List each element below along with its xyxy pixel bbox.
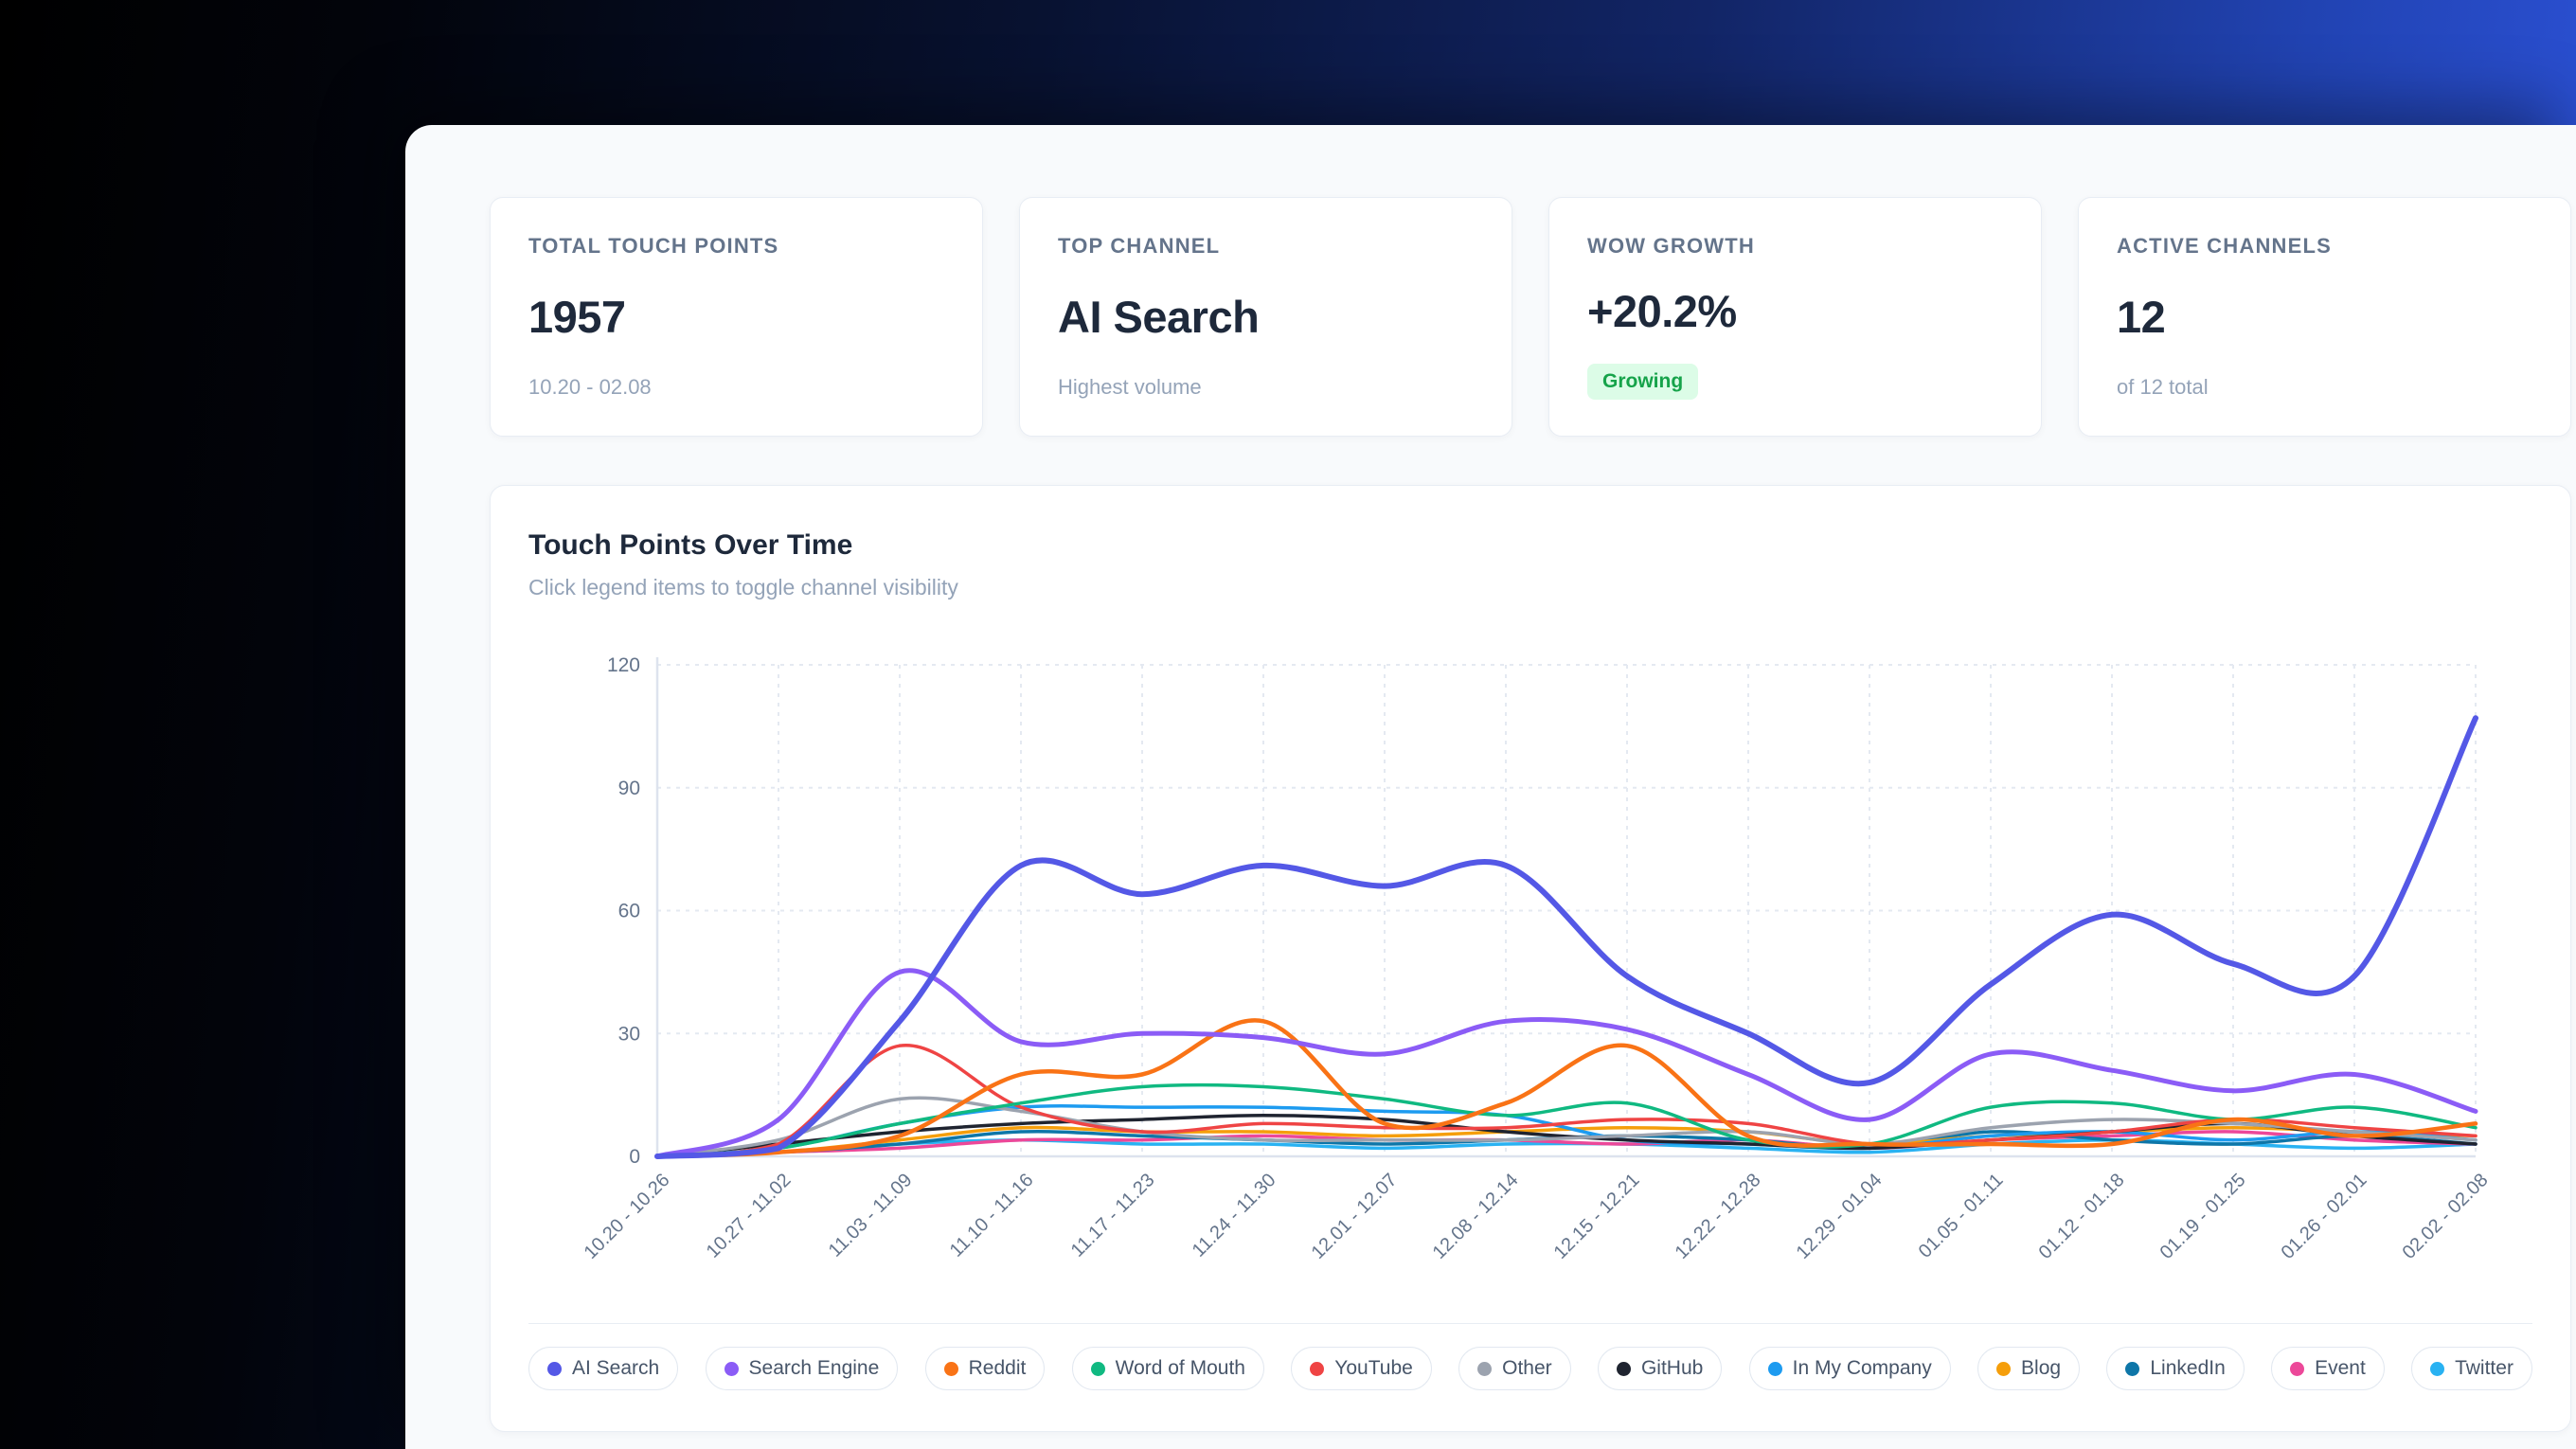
legend-label: Blog [2021,1357,2062,1379]
x-tick-label: 01.19 - 01.25 [2156,1170,2250,1263]
legend-dot [1090,1361,1105,1376]
stat-label: TOP CHANNEL [1058,234,1221,258]
legend-label: Twitter [2455,1357,2513,1379]
legend-dot [1616,1361,1631,1376]
x-tick-label: 11.10 - 11.16 [946,1170,1038,1261]
legend-label: GitHub [1640,1357,1704,1379]
stat-subtext: of 12 total [2117,375,2209,399]
y-tick-label: 0 [629,1146,640,1168]
legend-item-youtube[interactable]: YouTube [1291,1347,1432,1390]
legend-dot [1310,1361,1325,1376]
series-line-youtube [655,1044,2478,1158]
legend-dot [547,1361,562,1376]
x-tick-label: 01.05 - 01.11 [1915,1170,2008,1262]
y-tick-label: 30 [618,1023,640,1045]
stat-label: WOW GROWTH [1587,234,1755,258]
legend-label: Reddit [968,1357,1027,1379]
legend-dot [2430,1361,2445,1376]
legend-item-github[interactable]: GitHub [1597,1347,1723,1390]
stat-label: ACTIVE CHANNELS [2117,234,2333,258]
legend-label: In My Company [1792,1357,1932,1379]
stat-value: AI Search [1058,292,1260,342]
x-tick-label: 10.27 - 11.02 [703,1170,796,1262]
x-tick-label: 12.01 - 12.07 [1308,1170,1402,1263]
x-tick-label: 10.20 - 10.26 [581,1170,674,1263]
stat-card-wow-growth: WOW GROWTH +20.2% Growing [1548,197,2042,437]
legend-dot [1477,1361,1493,1376]
stat-value: 12 [2117,292,2166,342]
stat-value: +20.2% [1587,286,1737,336]
x-tick-label: 11.17 - 11.23 [1067,1170,1159,1261]
dashboard-panel: TOTAL TOUCH POINTS 1957 10.20 - 02.08 TO… [405,125,2576,1449]
dashboard-content: TOTAL TOUCH POINTS 1957 10.20 - 02.08 TO… [490,197,2571,1432]
legend-dot [943,1361,958,1376]
stat-card-total-touch-points: TOTAL TOUCH POINTS 1957 10.20 - 02.08 [490,197,983,437]
stat-card-top-channel: TOP CHANNEL AI Search Highest volume [1019,197,1512,437]
series-line-event [655,1130,2478,1158]
x-tick-label: 12.29 - 01.04 [1793,1170,1887,1263]
touch-points-chart: 0 30 60 90 120 10.20 - 10.26 10.27 - 11.02 11.0… [581,654,2493,1263]
series-line-other [655,1096,2478,1158]
legend-item-in-my-company[interactable]: In My Company [1748,1347,1951,1390]
stat-subtext: Highest volume [1058,375,1202,399]
x-tick-label: 01.26 - 02.01 [2278,1170,2371,1263]
legend-item-search-engine[interactable]: Search Engine [705,1347,899,1390]
legend-label: Word of Mouth [1115,1357,1245,1379]
legend-label: LinkedIn [2150,1357,2226,1379]
chart-title: Touch Points Over Time [528,529,853,561]
legend-item-word-of-mouth[interactable]: Word of Mouth [1071,1347,1264,1390]
legend-item-twitter[interactable]: Twitter [2411,1347,2532,1390]
legend-dot [1767,1361,1782,1376]
legend-dot [1996,1361,2012,1376]
legend-item-ai-search[interactable]: AI Search [528,1347,679,1390]
x-tick-label: 11.24 - 11.30 [1189,1170,1280,1261]
stat-subtext: 10.20 - 02.08 [528,375,652,399]
y-tick-label: 60 [618,901,640,922]
stat-value: 1957 [528,292,626,342]
y-tick-label: 120 [607,654,640,676]
legend-dot [724,1361,739,1376]
stat-label: TOTAL TOUCH POINTS [528,234,779,258]
legend-item-event[interactable]: Event [2271,1347,2385,1390]
x-tick-label: 11.03 - 11.09 [825,1170,917,1261]
legend-divider [528,1323,2532,1324]
chart-subtitle: Click legend items to toggle channel vis… [528,575,958,599]
x-tick-label: 12.22 - 12.28 [1672,1170,1765,1263]
legend-label: YouTube [1334,1357,1413,1379]
stat-card-active-channels: ACTIVE CHANNELS 12 of 12 total [2078,197,2571,437]
series-line-word-of-mouth [655,1082,2478,1158]
legend-dot [2290,1361,2305,1376]
x-tick-label: 12.15 - 12.21 [1550,1170,1644,1263]
growing-status-badge: Growing [1587,364,1699,400]
legend-item-linkedin[interactable]: LinkedIn [2106,1347,2245,1390]
y-tick-label: 90 [618,778,640,799]
legend-dot [2125,1361,2140,1376]
legend-label: Event [2315,1357,2366,1379]
legend-label: AI Search [572,1357,660,1379]
legend-item-blog[interactable]: Blog [1977,1347,2081,1390]
touch-points-card: Touch Points Over Time Click legend item… [490,485,2571,1432]
series-line-ai-search [654,715,2478,1159]
legend-item-reddit[interactable]: Reddit [924,1347,1046,1390]
chart-legend: AI Search Search Engine Reddit Word of Mout… [528,1347,2532,1390]
x-tick-label: 12.08 - 12.14 [1429,1170,1523,1263]
x-tick-label: 02.02 - 02.08 [2399,1170,2493,1263]
x-tick-label: 01.12 - 01.18 [2035,1170,2129,1263]
legend-item-other[interactable]: Other [1458,1347,1571,1390]
series-line-github [655,1114,2478,1158]
series-line-reddit [654,1018,2478,1159]
stats-row: TOTAL TOUCH POINTS 1957 10.20 - 02.08 TO… [490,197,2571,437]
legend-label: Other [1502,1357,1552,1379]
legend-label: Search Engine [748,1357,880,1379]
